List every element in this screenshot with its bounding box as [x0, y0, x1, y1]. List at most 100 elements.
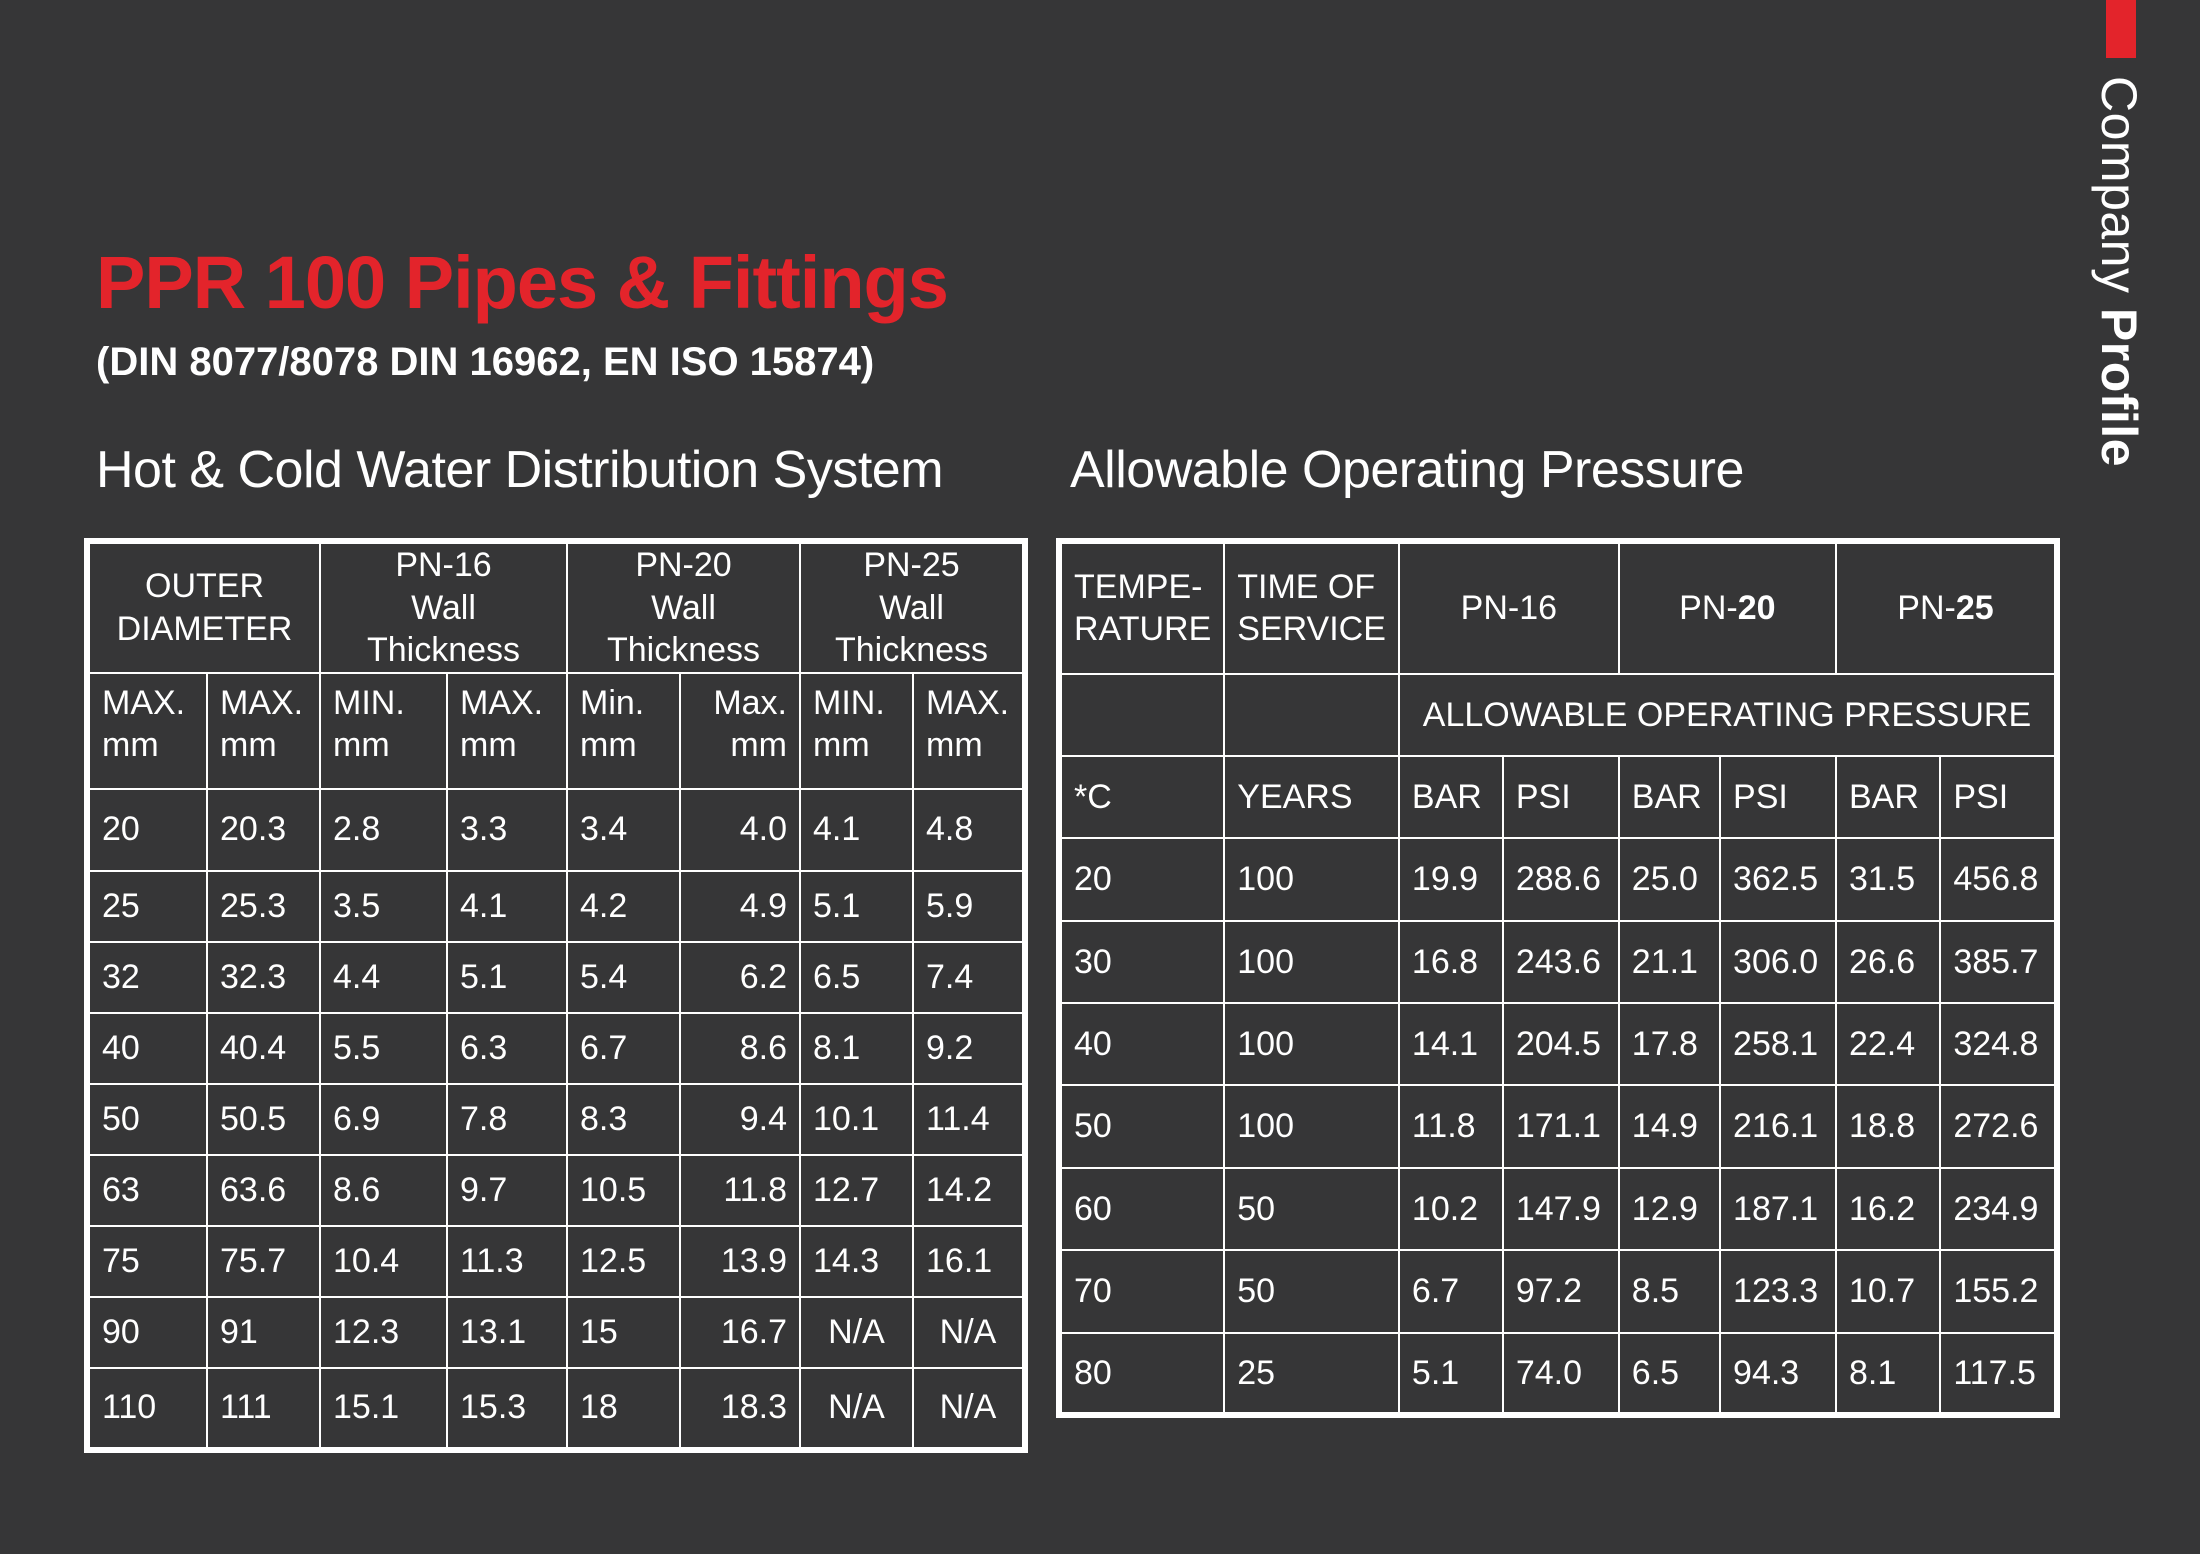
table-cell: 20 [86, 787, 208, 872]
side-label: Company Profile [2090, 76, 2148, 467]
table-cell: 5.1 [1397, 1331, 1504, 1417]
table-cell: 6.5 [1617, 1331, 1722, 1417]
table-row: 63 63.6 8.6 9.7 10.5 11.8 12.7 14.2 [86, 1153, 1026, 1227]
table-cell: 13.1 [446, 1295, 568, 1369]
table-cell: 385.7 [1939, 919, 2058, 1005]
wall-thickness-table: OUTER DIAMETER PN-16 Wall Thickness PN-20 W… [84, 538, 1028, 1453]
table-cell: 12.3 [319, 1295, 448, 1369]
table-cell: 70 [1057, 1249, 1226, 1334]
table-cell: 32 [86, 940, 208, 1014]
table-cell: 14.9 [1617, 1084, 1722, 1169]
sub-header-cell: MAX. mm [912, 671, 1026, 790]
table-cell: 8.6 [679, 1011, 801, 1085]
table-cell: 4.8 [912, 787, 1026, 872]
table-row: 80 25 5.1 74.0 6.5 94.3 8.1 117.5 [1057, 1331, 2058, 1417]
table-cell: 10.1 [799, 1082, 914, 1156]
table-cell: 100 [1223, 837, 1400, 922]
table-cell: 6.7 [1397, 1249, 1504, 1334]
table-cell: N/A [799, 1295, 914, 1369]
table-cell: N/A [799, 1366, 914, 1451]
header-time-of-service: TIME OF SERVICE [1223, 540, 1400, 675]
group-header-pn25: PN-25 Wall Thickness [799, 540, 1026, 674]
unit-cell: PSI [1719, 754, 1837, 840]
table-cell: 204.5 [1501, 1002, 1620, 1087]
table-cell: 3.5 [319, 869, 448, 943]
table-cell: 14.1 [1397, 1002, 1504, 1087]
page-subtitle: (DIN 8077/8078 DIN 16962, EN ISO 15874) [96, 340, 875, 384]
table-cell: 16.8 [1397, 919, 1504, 1005]
table-cell: 90 [86, 1295, 208, 1369]
table-cell: 6.3 [446, 1011, 568, 1085]
table-cell: 94.3 [1719, 1331, 1837, 1417]
table-cell: 13.9 [679, 1224, 801, 1298]
table-cell: 25 [1223, 1331, 1400, 1417]
table-cell: 7.4 [912, 940, 1026, 1014]
left-section-heading: Hot & Cold Water Distribution System [96, 441, 944, 499]
table-cell: 8.1 [1834, 1331, 1942, 1417]
table-cell: 20.3 [206, 787, 321, 872]
table-cell: 16.7 [679, 1295, 801, 1369]
table-cell: 5.4 [566, 940, 681, 1014]
table-cell: 11.4 [912, 1082, 1026, 1156]
unit-cell: BAR [1834, 754, 1942, 840]
table-cell: 11.8 [1397, 1084, 1504, 1169]
table-cell: 22.4 [1834, 1002, 1942, 1087]
table-row: 70 50 6.7 97.2 8.5 123.3 10.7 155.2 [1057, 1249, 2058, 1334]
table-cell: 16.2 [1834, 1166, 1942, 1252]
table-row: 90 91 12.3 13.1 15 16.7 N/A N/A [86, 1295, 1026, 1369]
right-section-heading: Allowable Operating Pressure [1070, 441, 1744, 499]
group-header-pn16: PN-16 Wall Thickness [319, 540, 568, 674]
sub-header-cell: Max. mm [679, 671, 801, 790]
empty-cell [1223, 672, 1400, 757]
table-cell: 18 [566, 1366, 681, 1451]
table-cell: 4.1 [446, 869, 568, 943]
table-cell: 80 [1057, 1331, 1226, 1417]
table-cell: 40 [1057, 1002, 1226, 1087]
side-label-bold: Profile [2091, 307, 2147, 467]
table-cell: 11.8 [679, 1153, 801, 1227]
table-cell: 31.5 [1834, 837, 1942, 922]
pressure-header-row: TEMPE- RATURE TIME OF SERVICE PN-16 PN-20 … [1057, 540, 2059, 675]
group-header-pn20: PN-20 Wall Thickness [566, 540, 801, 674]
table-cell: 3.3 [446, 787, 568, 872]
table-cell: 12.9 [1617, 1166, 1722, 1252]
table-cell: 50 [1223, 1166, 1400, 1252]
table-cell: 272.6 [1939, 1084, 2058, 1169]
table-cell: 243.6 [1501, 919, 1620, 1005]
table-cell: 8.1 [799, 1011, 914, 1085]
table-row: 60 50 10.2 147.9 12.9 187.1 16.2 234.9 [1057, 1166, 2058, 1252]
table-cell: 12.7 [799, 1153, 914, 1227]
table-cell: N/A [912, 1366, 1026, 1451]
table-cell: 2.8 [319, 787, 448, 872]
table-cell: 6.2 [679, 940, 801, 1014]
table-cell: 12.5 [566, 1224, 681, 1298]
table-cell: 6.5 [799, 940, 914, 1014]
table-cell: 110 [86, 1366, 208, 1451]
table-row: 40 100 14.1 204.5 17.8 258.1 22.4 324.8 [1057, 1002, 2058, 1087]
table-cell: 324.8 [1939, 1002, 2058, 1087]
table-cell: 9.7 [446, 1153, 568, 1227]
table-cell: 15.1 [319, 1366, 448, 1451]
operating-pressure-table: TEMPE- RATURE TIME OF SERVICE PN-16 PN-20 … [1056, 538, 2060, 1418]
table-cell: 8.3 [566, 1082, 681, 1156]
table-cell: 32.3 [206, 940, 321, 1014]
table-row: 32 32.3 4.4 5.1 5.4 6.2 6.5 7.4 [86, 940, 1026, 1014]
table-cell: 11.3 [446, 1224, 568, 1298]
table-row: 75 75.7 10.4 11.3 12.5 13.9 14.3 16.1 [86, 1224, 1026, 1298]
header-pn16: PN-16 [1397, 540, 1620, 675]
table-cell: 3.4 [566, 787, 681, 872]
table-cell: 63 [86, 1153, 208, 1227]
table-cell: 6.9 [319, 1082, 448, 1156]
table-cell: 10.7 [1834, 1249, 1942, 1334]
table-cell: 50.5 [206, 1082, 321, 1156]
table-cell: 25.0 [1617, 837, 1722, 922]
unit-cell: YEARS [1223, 754, 1400, 840]
table-cell: 7.8 [446, 1082, 568, 1156]
table-cell: 155.2 [1939, 1249, 2058, 1334]
sub-header-cell: MIN. mm [799, 671, 914, 790]
table-cell: 117.5 [1939, 1331, 2058, 1417]
empty-cell [1057, 672, 1226, 757]
table-cell: 4.2 [566, 869, 681, 943]
table-cell: 21.1 [1617, 919, 1722, 1005]
table-cell: 75.7 [206, 1224, 321, 1298]
